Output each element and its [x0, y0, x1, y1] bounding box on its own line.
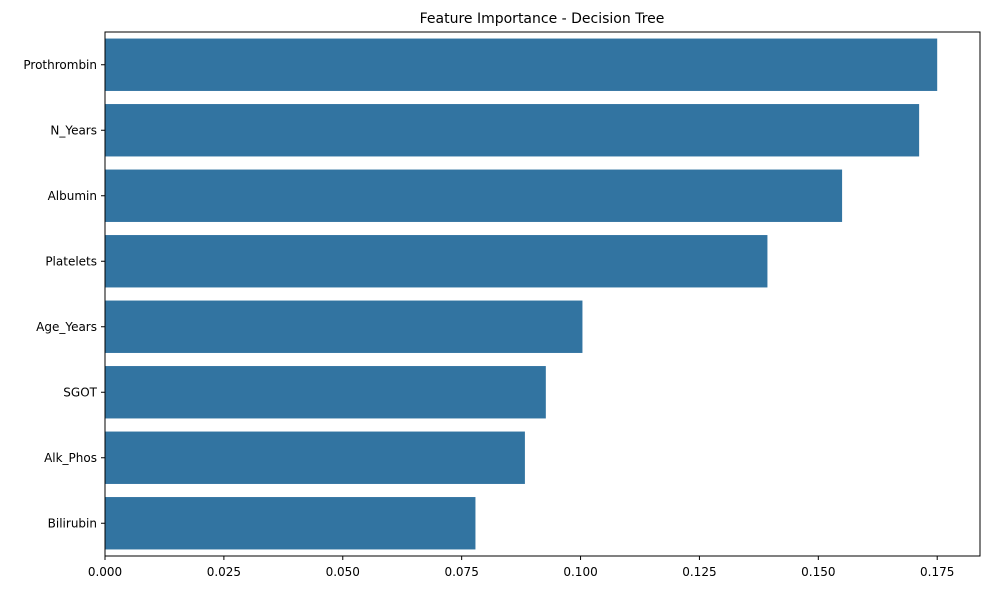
x-tick-label: 0.025 — [207, 565, 241, 579]
x-tick-label: 0.100 — [563, 565, 597, 579]
plot-frame — [104, 31, 981, 557]
x-tick-label: 0.050 — [326, 565, 360, 579]
y-tick-label: N_Years — [50, 123, 97, 137]
x-tick-label: 0.000 — [88, 565, 122, 579]
y-tick-label: SGOT — [63, 385, 97, 399]
y-tick-label: Age_Years — [36, 320, 97, 334]
x-tick-label: 0.150 — [801, 565, 835, 579]
bar-albumin — [105, 169, 843, 222]
chart-title: Feature Importance - Decision Tree — [420, 11, 665, 27]
x-tick-label: 0.175 — [920, 565, 954, 579]
bar-age-years — [105, 300, 583, 353]
bar-platelets — [105, 235, 768, 288]
y-tick-label: Platelets — [45, 254, 97, 268]
bar-n-years — [105, 104, 920, 157]
x-tick-label: 0.125 — [682, 565, 716, 579]
bar-sgot — [105, 366, 546, 419]
x-tick-label: 0.075 — [444, 565, 478, 579]
y-axis-ticks: Prothrombin N_Years Albumin Platelets Age_Ye… — [23, 58, 105, 530]
y-tick-label: Alk_Phos — [44, 451, 97, 465]
bar-prothrombin — [105, 38, 938, 91]
bar-alk-phos — [105, 431, 525, 484]
y-tick-label: Prothrombin — [23, 58, 97, 72]
bars-layer — [105, 38, 938, 550]
y-tick-label: Bilirubin — [48, 516, 97, 530]
bar-bilirubin — [105, 497, 476, 550]
y-tick-label: Albumin — [48, 189, 97, 203]
x-axis-ticks: 0.000 0.025 0.050 0.075 0.100 0.125 0.150 0.175 — [88, 556, 954, 579]
